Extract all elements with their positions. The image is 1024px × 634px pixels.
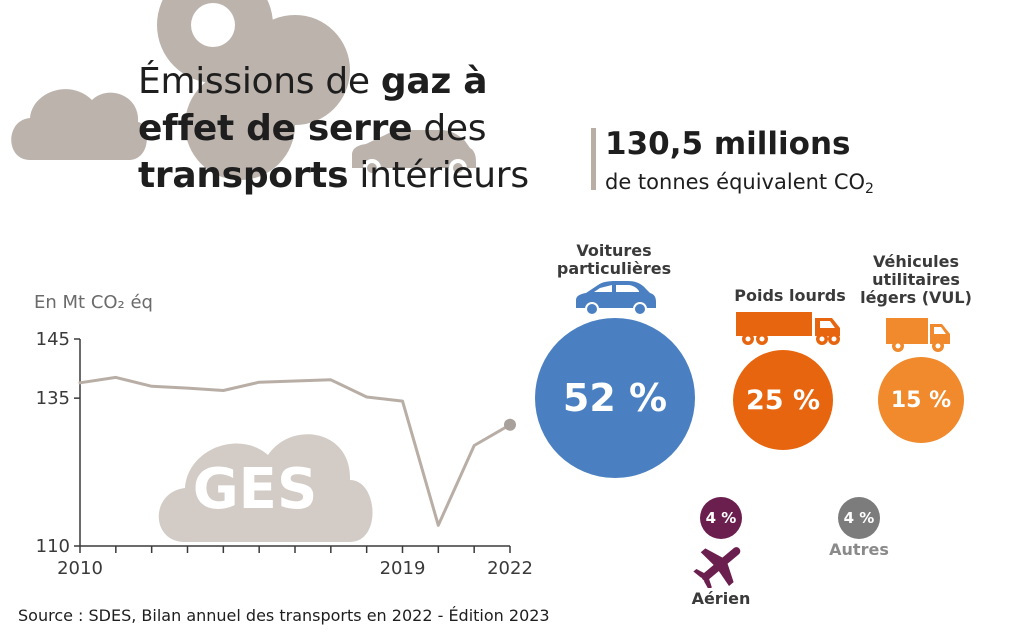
share-label-aerien: Aérien: [691, 589, 751, 608]
share-label-vul: Véhicules utilitaires légers (VUL): [860, 252, 972, 307]
share-value-autres: 4 %: [843, 509, 875, 527]
share-value-voitures: 52 %: [562, 376, 668, 420]
title-part-1: Émissions de: [138, 61, 381, 102]
plane-icon: [693, 547, 741, 588]
y-tick-label: 145: [36, 329, 70, 350]
share-bubble-vul: 15 %: [878, 357, 964, 443]
share-bubble-voitures: 52 %: [535, 318, 695, 478]
chart-series: [78, 375, 516, 527]
title-bold-1: gaz à effet de serre: [138, 61, 488, 149]
total-unit-text: de tonnes équivalent CO: [605, 170, 866, 194]
y-axis-unit: En Mt CO₂ éq: [34, 292, 153, 313]
x-tick-label: 2022: [487, 558, 533, 579]
page-title: Émissions de gaz à effet de serre des tr…: [138, 58, 558, 199]
y-tick-label: 135: [36, 388, 70, 409]
share-bubble-poids-lourds: 25 %: [733, 350, 833, 450]
share-bubble-autres: 4 %: [838, 497, 880, 539]
share-value-aerien: 4 %: [705, 509, 737, 527]
car-silhouette-icon: [352, 130, 476, 168]
share-bubble-aerien: 4 %: [700, 497, 742, 539]
car-icon: [576, 281, 656, 316]
title-part-2: des: [412, 108, 487, 149]
x-tick-label: 2010: [57, 558, 103, 579]
total-value: 130,5 millions: [605, 126, 851, 162]
x-tick-label: 2019: [380, 558, 426, 579]
cloud-icon: [11, 89, 147, 160]
share-label-poids-lourds: Poids lourds: [734, 286, 846, 305]
share-label-autres: Autres: [829, 540, 889, 559]
source-note: Source : SDES, Bilan annuel des transpor…: [18, 606, 550, 625]
total-accent-bar: [591, 128, 596, 190]
ges-cloud-badge: GES: [158, 434, 373, 542]
van-icon: [886, 318, 950, 352]
title-part-3: intérieurs: [348, 155, 529, 196]
truck-icon: [736, 312, 840, 345]
title-bold-2: transports: [138, 155, 349, 196]
series-line: [78, 375, 512, 527]
total-unit-subscript: 2: [865, 181, 874, 197]
ges-label: GES: [193, 457, 318, 522]
share-label-voitures: Voitures particulières: [556, 241, 672, 278]
y-tick-label: 110: [36, 536, 70, 557]
share-value-poids-lourds: 25 %: [745, 384, 821, 416]
series-endpoint: [504, 418, 516, 431]
share-value-vul: 15 %: [890, 387, 952, 413]
total-unit: de tonnes équivalent CO2: [605, 170, 874, 197]
